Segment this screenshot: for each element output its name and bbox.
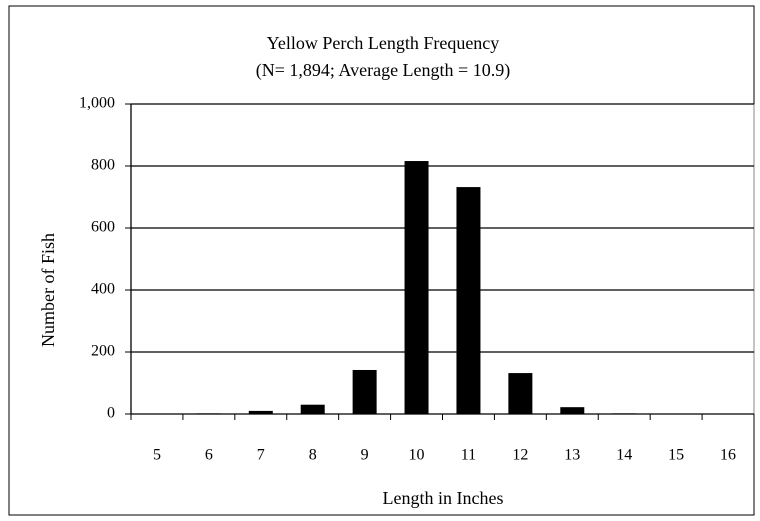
y-axis-label: Number of Fish (38, 233, 58, 347)
y-tick-label: 400 (91, 281, 115, 298)
y-tick-label: 0 (107, 405, 115, 422)
bar (508, 373, 533, 414)
bar (612, 413, 637, 414)
y-tick-label: 1,000 (79, 95, 115, 112)
x-tick-label: 14 (616, 447, 632, 464)
x-tick-label: 9 (361, 447, 369, 464)
x-tick-label: 6 (205, 447, 213, 464)
bar (300, 404, 325, 414)
chart-border (8, 5, 755, 516)
bar (352, 369, 377, 414)
y-tick-label: 600 (91, 219, 115, 236)
bar (248, 410, 273, 414)
x-tick-label: 13 (564, 447, 580, 464)
y-tick-label: 200 (91, 343, 115, 360)
x-tick-label: 16 (720, 447, 736, 464)
bar (196, 413, 221, 414)
bar (404, 161, 429, 414)
x-tick-label: 8 (309, 447, 317, 464)
bar (456, 187, 481, 414)
x-tick-label: 10 (409, 447, 425, 464)
x-axis-label: Length in Inches (383, 488, 504, 508)
bar (560, 407, 585, 414)
x-tick-label: 5 (153, 447, 161, 464)
x-tick-label: 11 (461, 447, 476, 464)
x-tick-label: 12 (512, 447, 528, 464)
x-tick-label: 7 (257, 447, 265, 464)
y-tick-label: 800 (91, 157, 115, 174)
x-tick-label: 15 (668, 447, 684, 464)
chart-subtitle: (N= 1,894; Average Length = 10.9) (256, 60, 510, 81)
chart-title: Yellow Perch Length Frequency (267, 33, 500, 53)
